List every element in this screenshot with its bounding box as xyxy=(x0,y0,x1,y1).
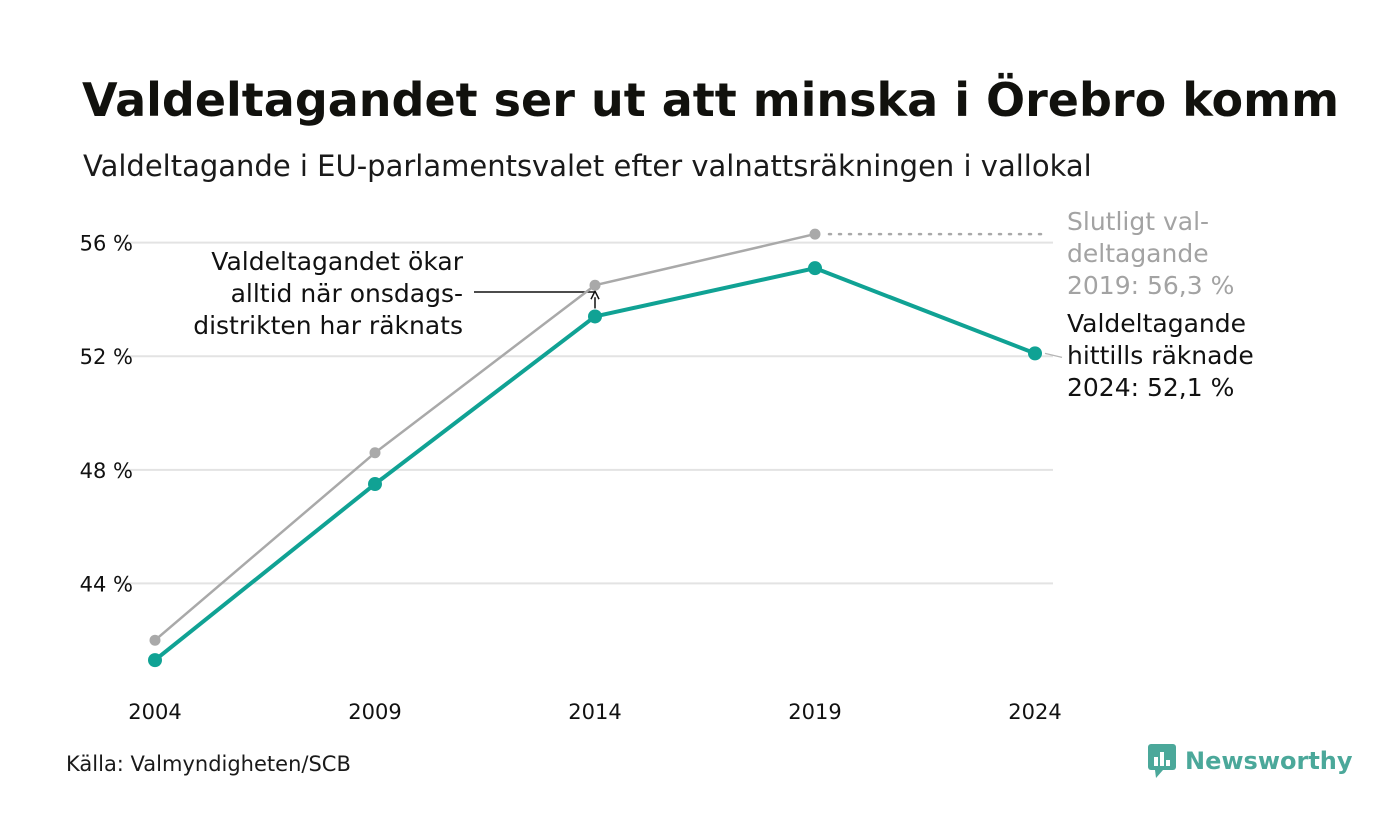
increase-annotation: alltid när onsdags- xyxy=(231,279,463,308)
counted-2024-annotation: Valdeltagande xyxy=(1067,309,1246,338)
brand-logo: Newsworthy xyxy=(1147,743,1353,779)
brand-name: Newsworthy xyxy=(1185,747,1353,775)
y-tick-label: 44 % xyxy=(80,572,133,596)
increase-annotation: Valdeltagandet ökar xyxy=(211,247,463,276)
counted-2024-annotation: hittills räknade xyxy=(1067,341,1254,370)
y-tick-label: 48 % xyxy=(80,459,133,483)
counted-2024-annotation: 2024: 52,1 % xyxy=(1067,373,1234,402)
counted-series-point xyxy=(588,309,602,324)
x-tick-label: 2004 xyxy=(128,700,181,724)
series-lines xyxy=(148,228,1042,668)
final-2019-annotation: deltagande xyxy=(1067,239,1209,268)
final-series-line xyxy=(154,232,816,642)
newsworthy-icon xyxy=(1148,744,1176,778)
counted-series-point xyxy=(148,653,162,668)
increase-annotation: distrikten har räknats xyxy=(193,311,463,340)
x-axis-ticks: 2004 2009 2014 2019 2024 xyxy=(128,700,1061,724)
increase-arrow-head xyxy=(590,289,600,300)
x-tick-label: 2009 xyxy=(348,700,401,724)
final-series-point xyxy=(589,279,601,291)
counted-series-point xyxy=(808,261,822,276)
final-series-point xyxy=(369,447,381,459)
final-series-point xyxy=(809,228,821,240)
final-2019-annotation: 2019: 56,3 % xyxy=(1067,271,1234,300)
chart-subtitle: Valdeltagande i EU-parlamentsvalet efter… xyxy=(83,149,1092,183)
source-note: Källa: Valmyndigheten/SCB xyxy=(66,752,351,776)
counted-2024-leader xyxy=(1044,352,1063,358)
y-tick-label: 56 % xyxy=(80,232,133,256)
y-tick-label: 52 % xyxy=(80,345,133,369)
annotation-leaders xyxy=(474,232,1063,358)
counted-series-point xyxy=(1028,346,1042,361)
y-axis-ticks: 44 % 48 % 52 % 56 % xyxy=(80,232,133,597)
x-tick-label: 2024 xyxy=(1008,700,1061,724)
chart-title: Valdeltagandet ser ut att minska i Örebr… xyxy=(82,73,1338,127)
final-series-point xyxy=(149,634,161,646)
counted-series-point xyxy=(368,477,382,492)
x-tick-label: 2019 xyxy=(788,700,841,724)
annotation-labels: Valdeltagandet ökar alltid när onsdags-di… xyxy=(193,207,1253,402)
final-2019-annotation: Slutligt val- xyxy=(1067,207,1209,236)
x-tick-label: 2014 xyxy=(568,700,621,724)
grid-lines xyxy=(120,241,1053,585)
